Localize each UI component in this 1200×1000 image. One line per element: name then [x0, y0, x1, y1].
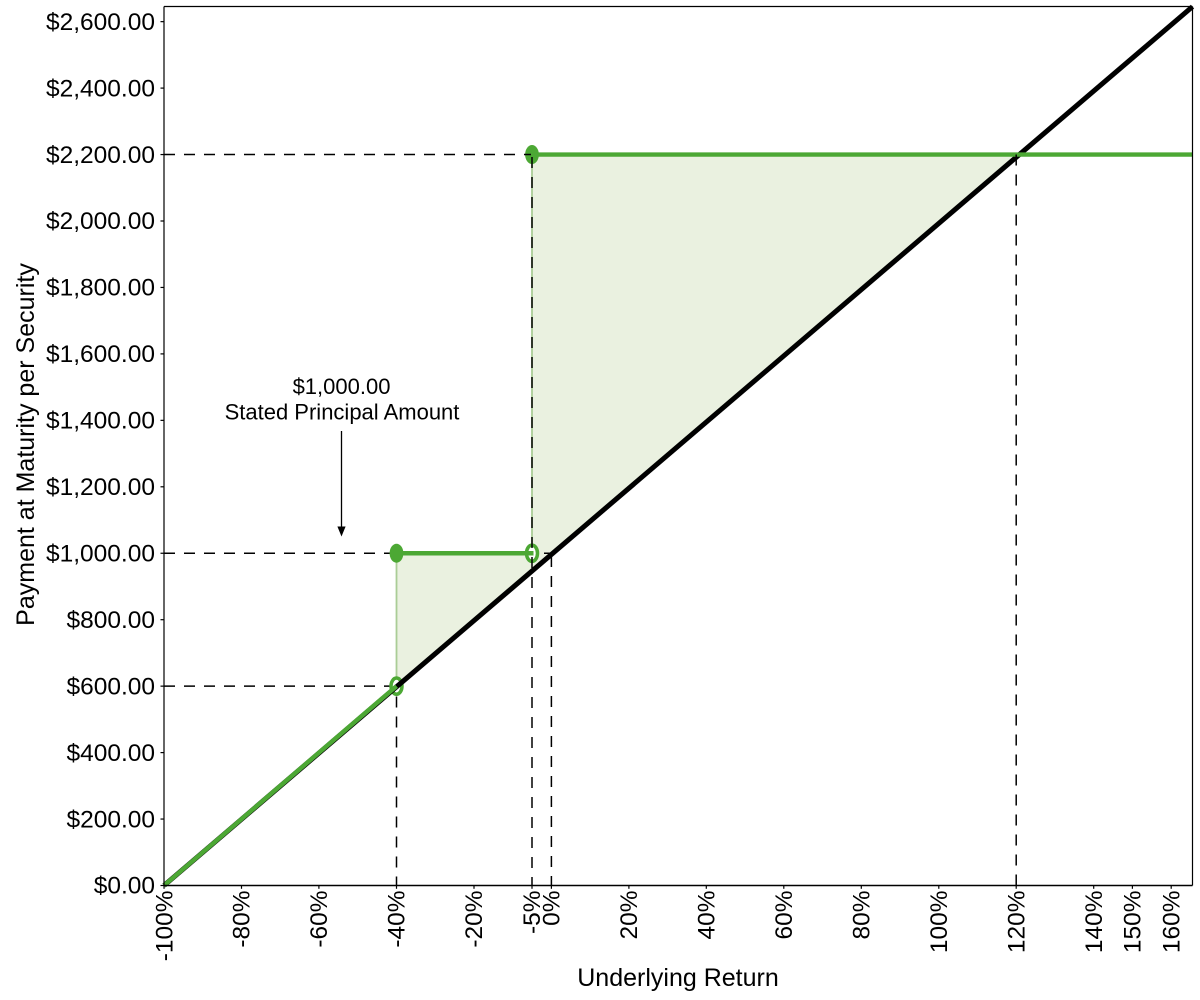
svg-text:140%: 140% [1081, 890, 1108, 953]
svg-text:$1,800.00: $1,800.00 [46, 275, 155, 302]
svg-text:-20%: -20% [461, 890, 488, 947]
svg-text:$2,000.00: $2,000.00 [46, 208, 155, 235]
svg-text:Underlying Return: Underlying Return [577, 964, 779, 992]
svg-text:120%: 120% [1003, 890, 1030, 953]
svg-text:$0.00: $0.00 [94, 873, 155, 900]
svg-text:80%: 80% [849, 890, 876, 939]
svg-text:-60%: -60% [306, 890, 333, 947]
svg-text:$2,400.00: $2,400.00 [46, 75, 155, 102]
svg-text:-80%: -80% [229, 890, 256, 947]
svg-text:0%: 0% [539, 890, 566, 925]
svg-text:$1,400.00: $1,400.00 [46, 408, 155, 435]
svg-text:$1,200.00: $1,200.00 [46, 474, 155, 501]
svg-text:Stated Principal Amount: Stated Principal Amount [225, 400, 460, 425]
svg-text:20%: 20% [616, 890, 643, 939]
svg-text:100%: 100% [926, 890, 953, 953]
svg-text:$600.00: $600.00 [66, 673, 155, 700]
svg-text:-100%: -100% [151, 890, 178, 961]
svg-text:160%: 160% [1158, 890, 1185, 953]
svg-text:-5%: -5% [519, 890, 546, 934]
svg-text:60%: 60% [771, 890, 798, 939]
svg-text:$400.00: $400.00 [66, 740, 155, 767]
svg-text:40%: 40% [694, 890, 721, 939]
svg-text:$1,600.00: $1,600.00 [46, 341, 155, 368]
svg-text:Payment at Maturity per Securi: Payment at Maturity per Security [12, 263, 40, 626]
svg-text:$800.00: $800.00 [66, 607, 155, 634]
svg-text:-40%: -40% [384, 890, 411, 947]
svg-text:$200.00: $200.00 [66, 806, 155, 833]
svg-text:150%: 150% [1120, 890, 1147, 953]
svg-text:$1,000.00: $1,000.00 [46, 540, 155, 567]
svg-text:$2,200.00: $2,200.00 [46, 142, 155, 169]
svg-text:$1,000.00: $1,000.00 [293, 374, 391, 399]
svg-text:$2,600.00: $2,600.00 [46, 9, 155, 36]
